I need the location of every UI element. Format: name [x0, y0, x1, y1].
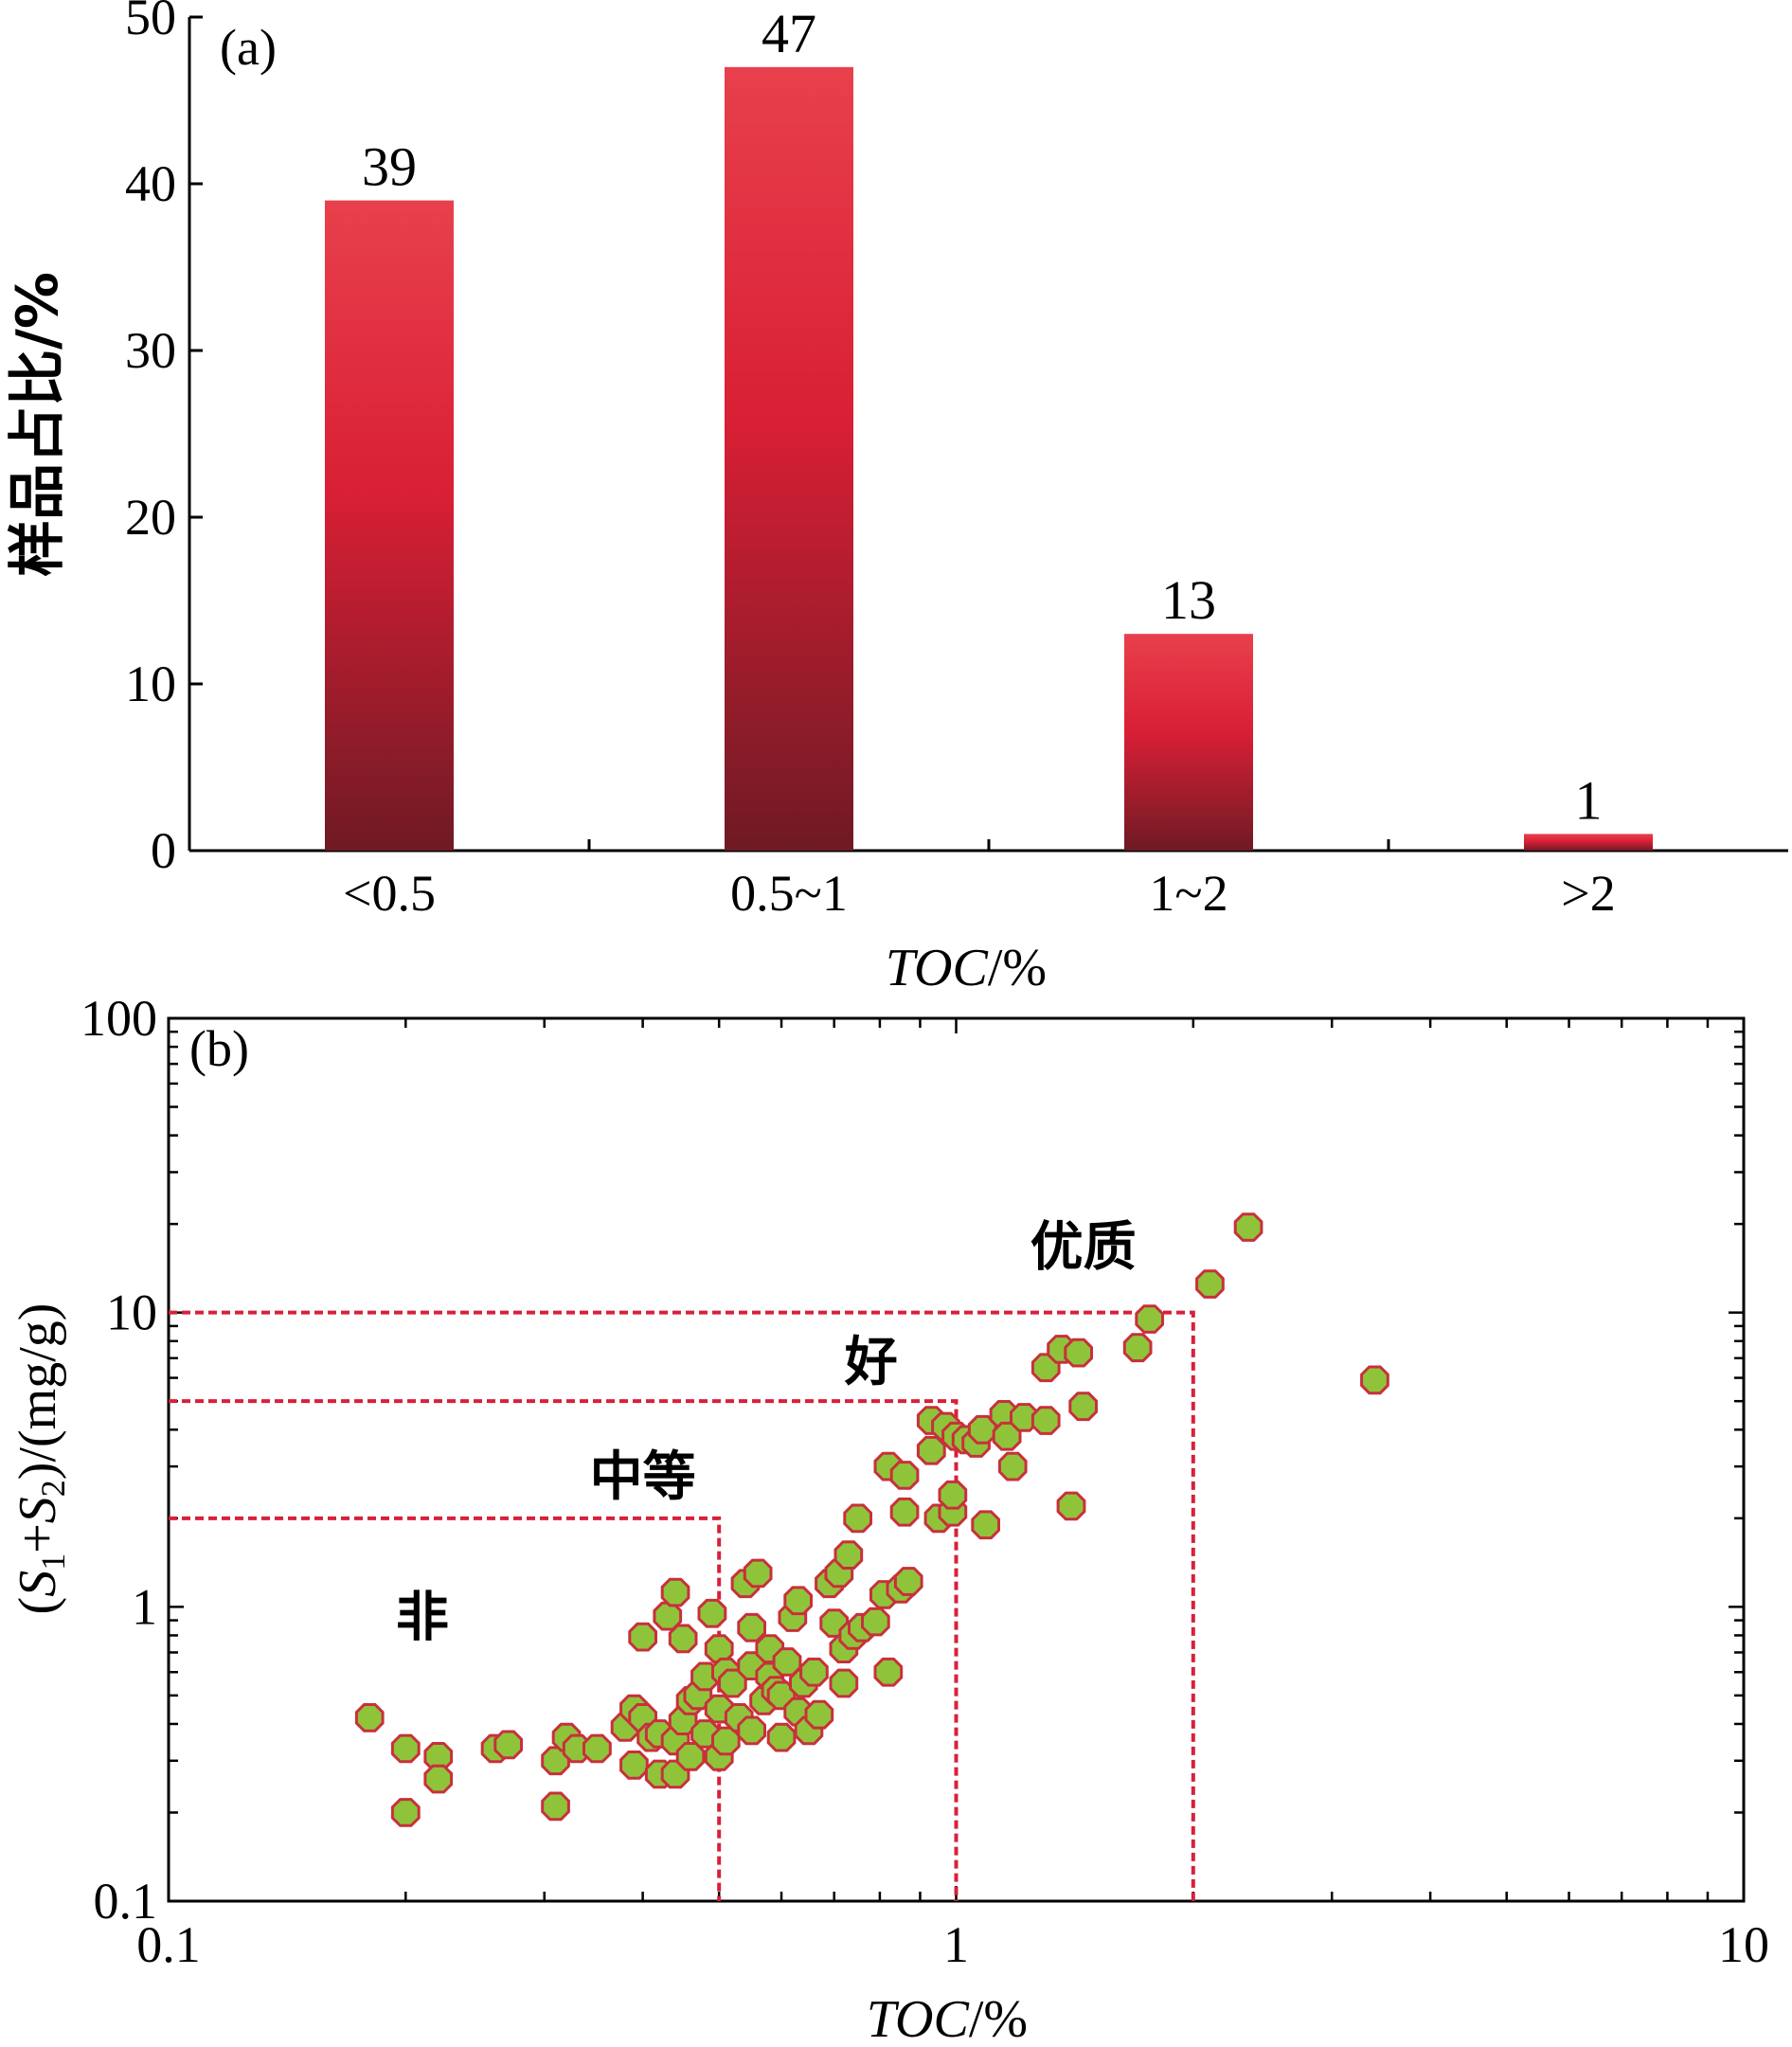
data-point	[938, 1480, 968, 1510]
panel-a-label: (a)	[220, 19, 277, 76]
data-point	[1064, 1338, 1093, 1368]
bar-category-labels: <0.5 0.5~1 1~2 >2	[343, 865, 1616, 922]
data-point	[354, 1703, 385, 1733]
bar-y-axis-title: 样品占比/%	[5, 272, 71, 577]
bar-data-label: 1	[1575, 769, 1603, 831]
bar-data-labels: 39 47 13 1	[362, 3, 1603, 832]
y-tick-label: 30	[125, 322, 176, 379]
bar-data-label: 13	[1161, 569, 1216, 631]
data-point	[390, 1798, 421, 1827]
data-point	[653, 1601, 683, 1631]
data-point	[390, 1733, 421, 1764]
data-point	[889, 1461, 920, 1490]
data-point	[1122, 1333, 1153, 1363]
threshold-line	[169, 1516, 722, 1901]
data-point	[1030, 1406, 1061, 1435]
data-point	[1360, 1365, 1389, 1395]
threshold-line	[169, 1399, 959, 1901]
data-point	[660, 1577, 690, 1607]
bar-y-ticks: 0 10 20 30 40 50	[125, 0, 203, 879]
scatter-points	[354, 1212, 1389, 1827]
zone-labels: 非 中等 好 优质	[396, 1217, 1137, 1649]
x-category-label: 1~2	[1149, 865, 1228, 922]
data-point	[711, 1726, 741, 1756]
y-tick-label: 1	[132, 1578, 157, 1635]
y-tick-label: 10	[125, 655, 176, 712]
x-tick-label: 1	[943, 1916, 969, 1973]
bar-data-label: 47	[762, 3, 816, 64]
x-tick-label: 0.1	[136, 1916, 201, 1973]
data-point	[1056, 1491, 1086, 1521]
scatter-chart-panel: 0.1 1 10 0.1 1 10 100 非 中等 好 优质 (b) (S1+S2)/(mg/g…	[9, 990, 1769, 2047]
y-tick-label: 0.1	[94, 1873, 158, 1930]
zone-label: 优质	[1030, 1217, 1137, 1279]
bar-series	[325, 66, 1653, 852]
data-point	[971, 1510, 1000, 1540]
data-point	[697, 1598, 727, 1628]
threshold-lines	[169, 1310, 1195, 1901]
data-point	[889, 1497, 920, 1527]
bar	[1524, 834, 1653, 851]
data-point	[493, 1730, 523, 1760]
panel-b-label: (b)	[189, 1020, 249, 1077]
scatter-y-axis-title: (S1+S2)/(mg/g)	[9, 1303, 72, 1615]
y-tick-label: 10	[106, 1284, 157, 1341]
x-category-label: 0.5~1	[730, 865, 848, 922]
bar-x-axis-title: TOC/%	[886, 939, 1047, 997]
bar	[325, 200, 454, 852]
scatter-axis-ticks: 0.1 1 10 0.1 1 10 100	[81, 990, 1769, 1973]
data-point	[1068, 1392, 1098, 1422]
x-category-label: >2	[1561, 865, 1615, 922]
data-point	[541, 1791, 570, 1822]
y-tick-label: 50	[125, 0, 176, 45]
bar-data-label: 39	[362, 136, 417, 198]
data-point	[893, 1567, 923, 1596]
data-point	[619, 1751, 649, 1780]
data-point	[628, 1622, 657, 1652]
y-tick-label: 0	[151, 822, 176, 879]
data-point	[833, 1540, 864, 1570]
data-point	[1233, 1212, 1263, 1242]
y-tick-label: 100	[81, 990, 157, 1047]
data-point	[737, 1715, 766, 1746]
bar	[725, 66, 853, 852]
threshold-line	[169, 1310, 1195, 1901]
y-tick-label: 20	[125, 489, 176, 546]
data-point	[668, 1624, 698, 1654]
bar-x-ticks	[587, 839, 1390, 851]
data-point	[799, 1657, 829, 1687]
data-point	[861, 1607, 890, 1637]
data-point	[772, 1647, 802, 1677]
zone-label: 中等	[590, 1446, 696, 1508]
data-point	[737, 1612, 766, 1643]
zone-label: 好	[844, 1332, 898, 1393]
data-point	[997, 1451, 1028, 1481]
bar-chart-panel: 0 10 20 30 40 50 39 47 13 1 <0.5 0.5~1 1~2 >2 (a) 样…	[5, 0, 1788, 997]
data-point	[829, 1668, 859, 1698]
data-point	[916, 1435, 946, 1465]
data-point	[582, 1733, 612, 1764]
scatter-x-axis-title: TOC/%	[867, 1990, 1028, 2047]
x-category-label: <0.5	[343, 865, 436, 922]
data-point	[1135, 1304, 1164, 1334]
data-point	[743, 1558, 773, 1589]
x-tick-label: 10	[1718, 1916, 1769, 1973]
data-point	[804, 1699, 834, 1730]
bar	[1124, 634, 1253, 851]
zone-label: 非	[396, 1587, 449, 1648]
y-tick-label: 40	[125, 155, 176, 212]
data-point	[1195, 1269, 1225, 1299]
data-point	[783, 1586, 813, 1616]
data-point	[423, 1764, 454, 1794]
data-point	[1010, 1403, 1039, 1432]
data-point	[843, 1503, 872, 1534]
data-point	[675, 1742, 706, 1771]
data-point	[873, 1657, 904, 1687]
data-point	[766, 1722, 797, 1752]
